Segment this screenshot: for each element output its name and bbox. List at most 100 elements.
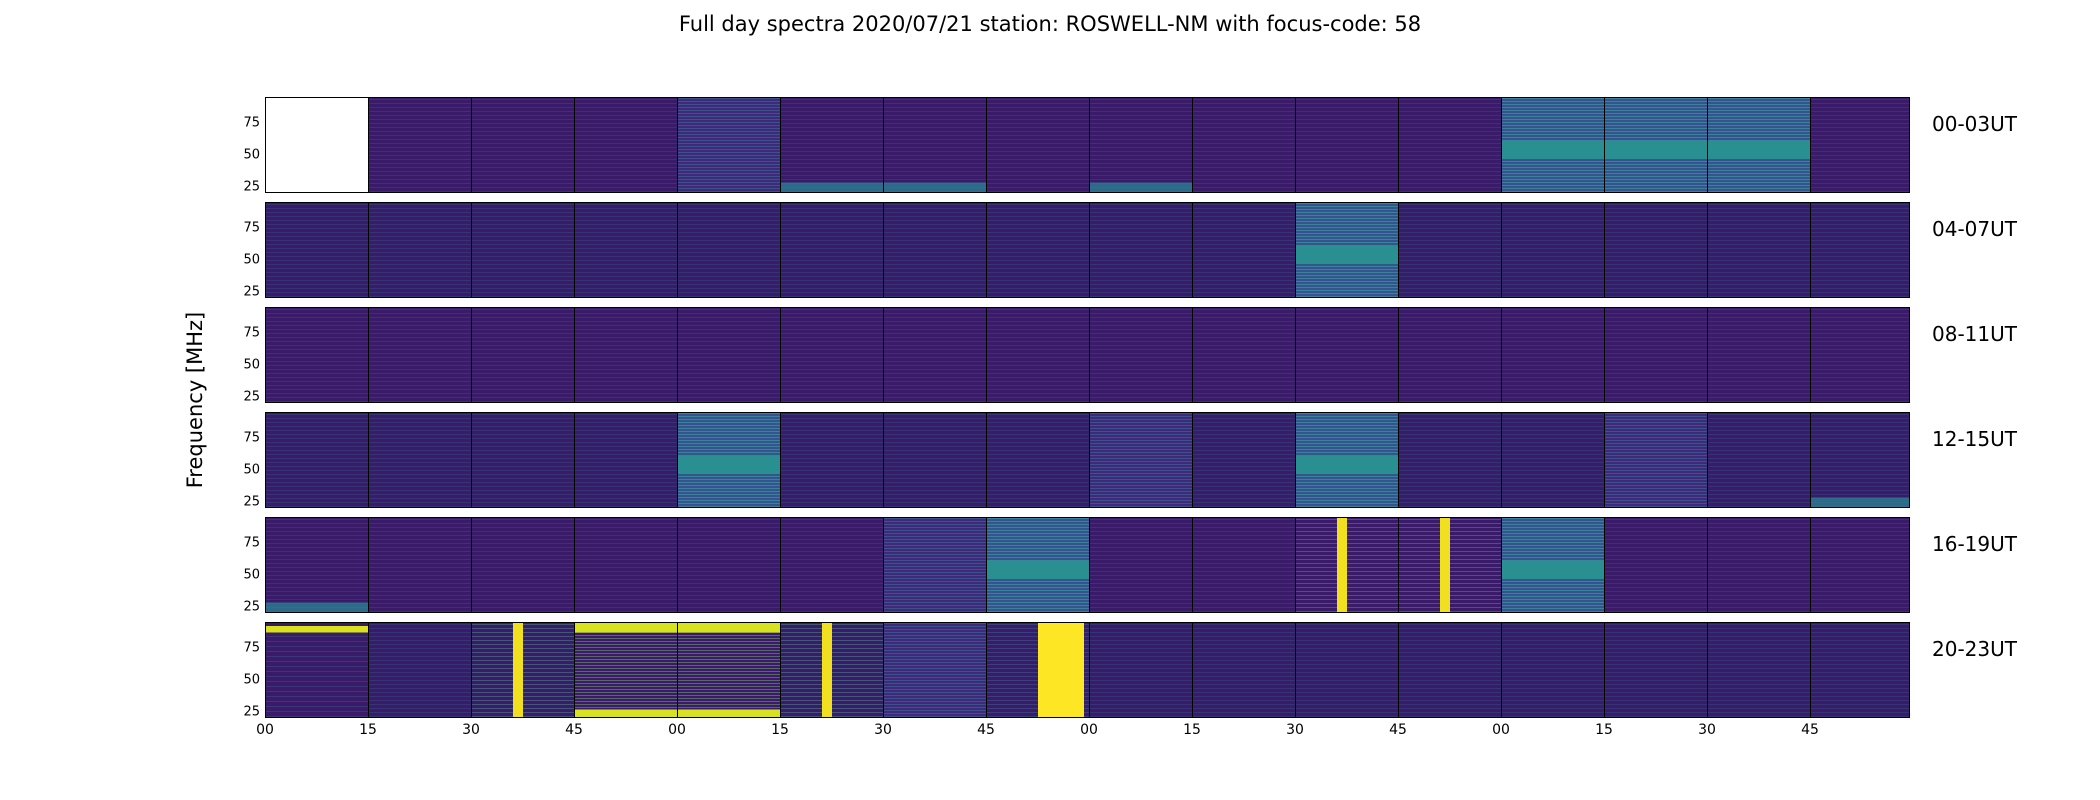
- spectrum-panel: [1605, 623, 1708, 717]
- spectrum-panel: [472, 98, 575, 192]
- spectrum-panel: [1708, 518, 1811, 612]
- spectrum-panel: [1193, 413, 1296, 507]
- spectra-row: [265, 412, 1910, 508]
- spectra-row: [265, 622, 1910, 718]
- spectrum-panel: [781, 518, 884, 612]
- x-tick-label: 45: [565, 722, 583, 738]
- x-tick-label: 00: [256, 722, 274, 738]
- spectrum-panel: [1811, 203, 1909, 297]
- row-time-label: 12-15UT: [1932, 427, 2017, 451]
- spectrum-panel: [1399, 518, 1502, 612]
- spectrum-panel: [987, 623, 1090, 717]
- spectrum-panel: [678, 623, 781, 717]
- spectrum-panel: [1090, 203, 1193, 297]
- spectrum-panel: [1296, 203, 1399, 297]
- spectra-row: [265, 307, 1910, 403]
- spectrum-panel: [1708, 623, 1811, 717]
- x-tick-label: 30: [1286, 722, 1304, 738]
- spectrum-panel: [1811, 98, 1909, 192]
- spectrum-panel: [1090, 518, 1193, 612]
- spectrum-panel: [1090, 623, 1193, 717]
- spectrum-panel: [472, 623, 575, 717]
- spectrum-panel: [884, 98, 987, 192]
- row-time-label: 04-07UT: [1932, 217, 2017, 241]
- spectrum-panel: [1296, 308, 1399, 402]
- x-tick-label: 45: [977, 722, 995, 738]
- spectrum-panel: [1399, 203, 1502, 297]
- spectrum-panel: [1399, 413, 1502, 507]
- spectrum-panel: [678, 518, 781, 612]
- row-time-label: 00-03UT: [1932, 112, 2017, 136]
- spectrum-panel: [781, 308, 884, 402]
- spectrum-panel: [369, 623, 472, 717]
- x-tick-label: 30: [462, 722, 480, 738]
- spectrum-panel: [781, 203, 884, 297]
- x-tick-label: 00: [1492, 722, 1510, 738]
- spectrum-panel: [575, 203, 678, 297]
- spectrum-panel: [884, 413, 987, 507]
- spectrum-panel: [884, 623, 987, 717]
- spectrum-panel: [1605, 203, 1708, 297]
- spectrum-panel: [1811, 518, 1909, 612]
- row-time-label: 16-19UT: [1932, 532, 2017, 556]
- x-tick-label: 45: [1389, 722, 1407, 738]
- spectrum-panel: [781, 98, 884, 192]
- spectrum-panel: [987, 98, 1090, 192]
- spectrum-panel: [1708, 98, 1811, 192]
- spectrum-panel: [987, 203, 1090, 297]
- spectrum-panel: [884, 518, 987, 612]
- spectrum-panel: [575, 623, 678, 717]
- spectrum-panel: [1708, 413, 1811, 507]
- spectrum-panel: [884, 203, 987, 297]
- spectrum-panel: [1090, 98, 1193, 192]
- x-tick-label: 45: [1801, 722, 1819, 738]
- spectrum-panel: [1296, 413, 1399, 507]
- spectrum-panel: [1708, 203, 1811, 297]
- spectrum-panel: [1399, 308, 1502, 402]
- x-tick-label: 15: [1595, 722, 1613, 738]
- chart-title: Full day spectra 2020/07/21 station: ROS…: [678, 12, 1422, 36]
- spectrum-panel: [1193, 98, 1296, 192]
- spectrum-panel: [1296, 623, 1399, 717]
- spectrum-panel: [369, 203, 472, 297]
- spectrum-panel: [1605, 308, 1708, 402]
- spectrum-panel: [266, 413, 369, 507]
- spectrum-panel: [472, 308, 575, 402]
- spectrum-panel: [266, 203, 369, 297]
- x-tick-label: 00: [668, 722, 686, 738]
- spectrum-panel: [1605, 413, 1708, 507]
- spectrum-panel: [1193, 518, 1296, 612]
- spectrum-panel: [884, 308, 987, 402]
- spectrum-panel: [1502, 308, 1605, 402]
- spectrum-panel: [369, 98, 472, 192]
- x-tick-label: 15: [1183, 722, 1201, 738]
- spectrum-panel: [472, 203, 575, 297]
- spectrum-panel: [1296, 98, 1399, 192]
- row-time-label: 20-23UT: [1932, 637, 2017, 661]
- spectrum-panel: [472, 518, 575, 612]
- y-axis-label: Frequency [MHz]: [183, 311, 207, 489]
- x-tick-label: 15: [771, 722, 789, 738]
- spectrum-panel: [575, 413, 678, 507]
- spectrum-panel: [987, 308, 1090, 402]
- spectrum-panel: [987, 413, 1090, 507]
- spectrum-panel: [575, 98, 678, 192]
- x-tick-label: 15: [359, 722, 377, 738]
- spectrum-panel: [1708, 308, 1811, 402]
- spectrum-panel: [678, 308, 781, 402]
- row-time-label: 08-11UT: [1932, 322, 2017, 346]
- spectrum-panel: [1296, 518, 1399, 612]
- spectrum-panel: [678, 98, 781, 192]
- spectrum-panel: [1399, 98, 1502, 192]
- spectrum-panel: [266, 308, 369, 402]
- spectrum-panel: [369, 518, 472, 612]
- spectrum-panel: [1193, 203, 1296, 297]
- spectra-row: [265, 202, 1910, 298]
- x-tick-label: 00: [1080, 722, 1098, 738]
- spectrum-panel: [1193, 308, 1296, 402]
- spectrum-panel: [1605, 98, 1708, 192]
- spectrum-panel: [369, 308, 472, 402]
- spectra-row: [265, 97, 1910, 193]
- spectrum-panel: [575, 308, 678, 402]
- spectrum-panel: [472, 413, 575, 507]
